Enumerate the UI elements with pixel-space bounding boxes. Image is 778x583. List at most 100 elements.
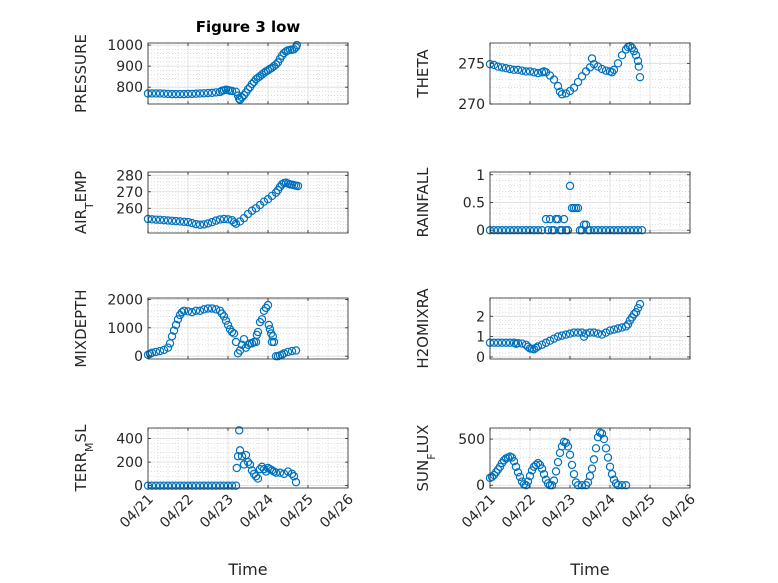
data-point <box>585 471 595 481</box>
data-point <box>515 472 525 482</box>
data-point <box>223 481 233 490</box>
data-point <box>289 472 299 481</box>
data-point <box>199 220 209 229</box>
subplot-6: 0 1 2 H2OMIXRA <box>414 288 691 369</box>
data-point <box>191 306 201 315</box>
x-tick-label: 04/22 <box>157 492 197 532</box>
data-point <box>223 320 233 330</box>
data-point <box>291 346 301 355</box>
data-point <box>577 226 587 235</box>
y-axis-label: TERRMSL <box>72 424 96 493</box>
data-point <box>607 469 617 479</box>
data-point <box>589 328 599 337</box>
data-point <box>293 181 303 191</box>
data-point <box>565 329 575 338</box>
data-point <box>634 62 644 71</box>
data-point <box>287 346 297 356</box>
data-point <box>268 332 277 341</box>
data-point <box>493 338 503 347</box>
y-tick-label: 2 <box>476 309 485 325</box>
data-point <box>581 220 591 229</box>
y-tick-label: 260 <box>116 201 143 217</box>
subplot-5: 0 1000 2000 MIXDEPTH <box>72 289 349 368</box>
data-point <box>179 217 189 226</box>
data-point <box>159 89 169 98</box>
data-point <box>537 226 547 235</box>
data-point <box>199 481 209 490</box>
data-point <box>633 226 643 235</box>
y-tick-label: 2000 <box>107 292 143 308</box>
data-point <box>501 64 511 73</box>
data-point <box>621 481 631 490</box>
data-point <box>163 343 173 352</box>
data-point <box>561 330 571 339</box>
data-point <box>633 303 643 313</box>
data-point <box>237 452 247 461</box>
data-point <box>547 481 557 490</box>
data-point <box>195 89 205 98</box>
data-point <box>541 214 551 224</box>
y-tick-label: 275 <box>458 56 485 72</box>
data-point <box>207 217 217 227</box>
data-point <box>191 89 201 98</box>
subplot-4: 0 0.5 1 RAINFALL <box>414 167 691 239</box>
data-point <box>513 338 523 348</box>
data-point <box>613 59 623 68</box>
y-tick-label: 900 <box>116 59 143 75</box>
data-point <box>621 322 631 331</box>
y-tick-label: 800 <box>116 80 143 96</box>
data-point <box>553 457 563 467</box>
data-point <box>607 68 617 77</box>
data-point <box>531 460 541 470</box>
data-point <box>573 77 583 87</box>
data-point <box>231 481 241 490</box>
data-point <box>539 469 549 479</box>
data-point <box>505 64 515 74</box>
data-point <box>183 307 193 316</box>
data-point <box>279 349 289 358</box>
data-point <box>529 68 539 77</box>
data-point <box>569 328 579 337</box>
data-point <box>227 327 237 337</box>
data-point <box>545 336 555 345</box>
x-tick-label: 04/25 <box>277 492 317 532</box>
data-point <box>171 216 181 226</box>
data-point <box>553 214 563 224</box>
y-tick-label: 270 <box>116 185 143 201</box>
data-point <box>549 334 559 343</box>
data-point <box>207 88 217 98</box>
data-point <box>617 481 627 490</box>
data-point <box>203 481 213 490</box>
chart-title: Figure 3 low <box>196 18 301 36</box>
data-point <box>555 87 565 97</box>
y-axis-label: RAINFALL <box>414 167 432 238</box>
data-point <box>597 330 607 339</box>
data-point <box>243 457 253 467</box>
data-point <box>155 89 165 98</box>
axes-box <box>147 297 349 360</box>
axes-box <box>489 427 691 489</box>
data-point <box>543 226 553 235</box>
axes-box <box>489 42 691 105</box>
data-point <box>219 481 229 490</box>
data-point <box>631 51 641 60</box>
data-point <box>183 217 193 227</box>
data-point <box>229 329 239 338</box>
data-point <box>517 66 527 75</box>
data-point <box>163 89 173 99</box>
data-point <box>597 64 607 74</box>
data-point <box>605 462 615 471</box>
data-point <box>207 481 217 490</box>
y-tick-label: 0 <box>476 478 485 494</box>
data-point <box>253 474 263 483</box>
subplot-2: 270 275 THETA <box>414 42 691 113</box>
data-point <box>599 434 609 444</box>
data-point <box>287 469 297 479</box>
data-point <box>151 347 161 357</box>
y-axis-label: MIXDEPTH <box>72 289 90 367</box>
x-axis-label: Time <box>569 560 609 579</box>
data-point <box>563 226 573 235</box>
data-point <box>229 218 239 227</box>
data-point <box>177 307 187 317</box>
